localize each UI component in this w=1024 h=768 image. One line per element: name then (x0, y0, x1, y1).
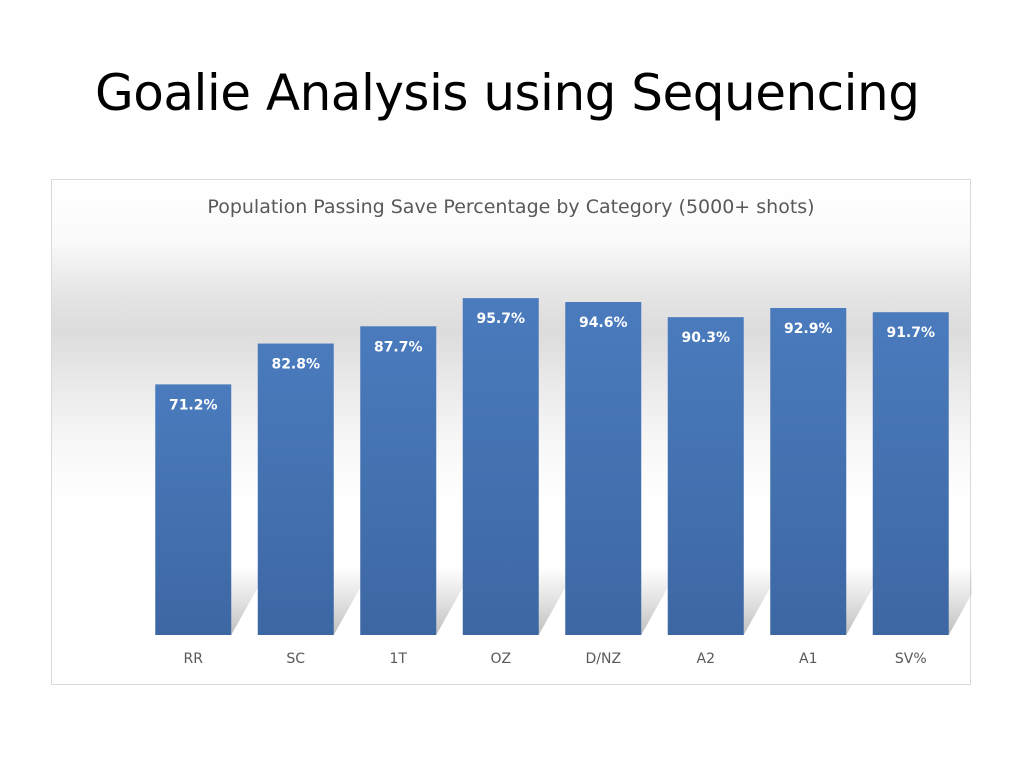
x-tick-label-1t: 1T (390, 651, 408, 667)
x-axis-ticks: RR SC 1T OZ D/NZ A2 A1 SV% (184, 651, 927, 667)
x-tick-label-d-nz: D/NZ (585, 651, 621, 667)
data-label-a2: 90.3% (681, 330, 730, 346)
data-label-a1: 92.9% (784, 321, 833, 337)
bar-d-nz (565, 302, 642, 635)
x-tick-label-sc: SC (286, 651, 305, 667)
data-label-d-nz: 94.6% (579, 315, 628, 331)
bar-chart-plot: 71.2% 82.8% 87.7% 95.7% 94.6% 90.3% 92.9% 91.7%… (155, 298, 972, 667)
bar-sc (257, 343, 334, 635)
data-label-oz: 95.7% (476, 311, 525, 327)
bars (155, 298, 949, 635)
x-tick-label-a2: A2 (697, 651, 715, 667)
data-labels: 71.2% 82.8% 87.7% 95.7% 94.6% 90.3% 92.9% 91.7% (169, 311, 935, 413)
data-label-rr: 71.2% (169, 397, 218, 413)
data-label-sv-: 91.7% (886, 325, 935, 341)
slide-title: Goalie Analysis using Sequencing (95, 64, 920, 122)
bar-sv- (872, 312, 949, 635)
chart-area: Population Passing Save Percentage by Ca… (51, 179, 972, 685)
bar-1t (360, 326, 437, 635)
bar-a2 (667, 317, 744, 635)
data-label-1t: 87.7% (374, 339, 423, 355)
bar-oz (462, 298, 539, 635)
bar-a1 (770, 307, 847, 635)
x-tick-label-a1: A1 (799, 651, 817, 667)
data-label-sc: 82.8% (271, 357, 320, 373)
x-tick-label-sv-: SV% (895, 651, 927, 667)
x-tick-label-oz: OZ (490, 651, 511, 667)
bar-rr (155, 384, 232, 635)
x-tick-label-rr: RR (184, 651, 204, 667)
chart-title: Population Passing Save Percentage by Ca… (207, 196, 815, 218)
